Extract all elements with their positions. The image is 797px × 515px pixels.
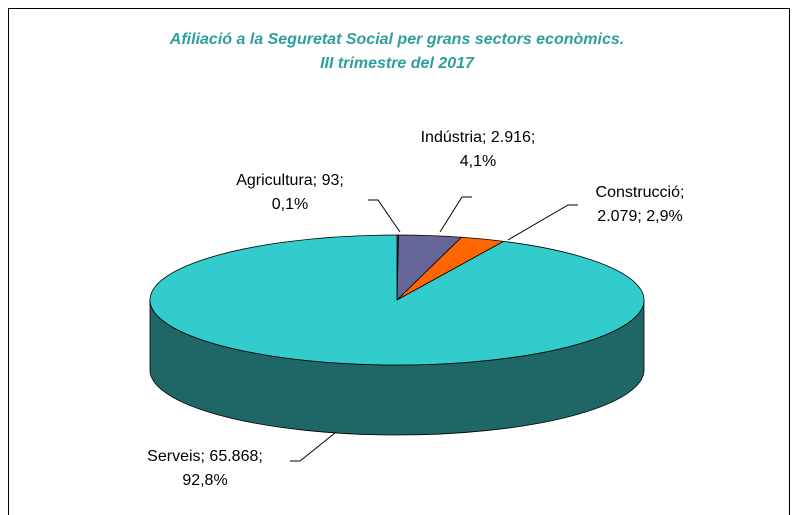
data-label: Indústria; 2.916; 4,1% xyxy=(421,129,536,170)
pie-slice xyxy=(149,234,645,366)
leader-line xyxy=(507,204,578,241)
data-label-part: 2.916 xyxy=(491,129,531,146)
separator: ; xyxy=(201,448,210,465)
leader-line xyxy=(368,199,401,233)
separator: ; xyxy=(637,208,646,225)
data-label-part: Construcció xyxy=(596,184,681,201)
chart-title: Afiliació a la Seguretat Social per gran… xyxy=(169,31,624,48)
separator: ; xyxy=(482,129,491,146)
chart-subtitle: III trimestre del 2017 xyxy=(320,55,475,72)
separator: ; xyxy=(339,172,343,189)
data-label-part: 2,9% xyxy=(646,208,682,225)
separator: ; xyxy=(680,184,684,201)
leader-lines xyxy=(290,196,578,462)
data-label-part: 93 xyxy=(322,172,340,189)
data-label: Serveis; 65.868; 92,8% xyxy=(147,448,263,489)
separator: ; xyxy=(313,172,322,189)
data-label-part: 2.079 xyxy=(597,208,637,225)
pie-tops xyxy=(149,234,645,366)
data-label: Agricultura; 93; 0,1% xyxy=(236,172,344,213)
separator: ; xyxy=(258,448,262,465)
data-label-part: 65.868 xyxy=(209,448,258,465)
leader-line xyxy=(439,196,472,233)
data-label-part: 92,8% xyxy=(182,472,227,489)
separator: ; xyxy=(531,129,535,146)
data-label: Construcció; 2.079; 2,9% xyxy=(596,184,685,225)
leader-line xyxy=(290,424,346,462)
data-label-part: Agricultura xyxy=(236,172,313,189)
data-label-part: 0,1% xyxy=(272,196,308,213)
data-label-part: Indústria xyxy=(421,129,482,146)
data-label-part: Serveis xyxy=(147,448,200,465)
data-label-part: 4,1% xyxy=(460,153,496,170)
